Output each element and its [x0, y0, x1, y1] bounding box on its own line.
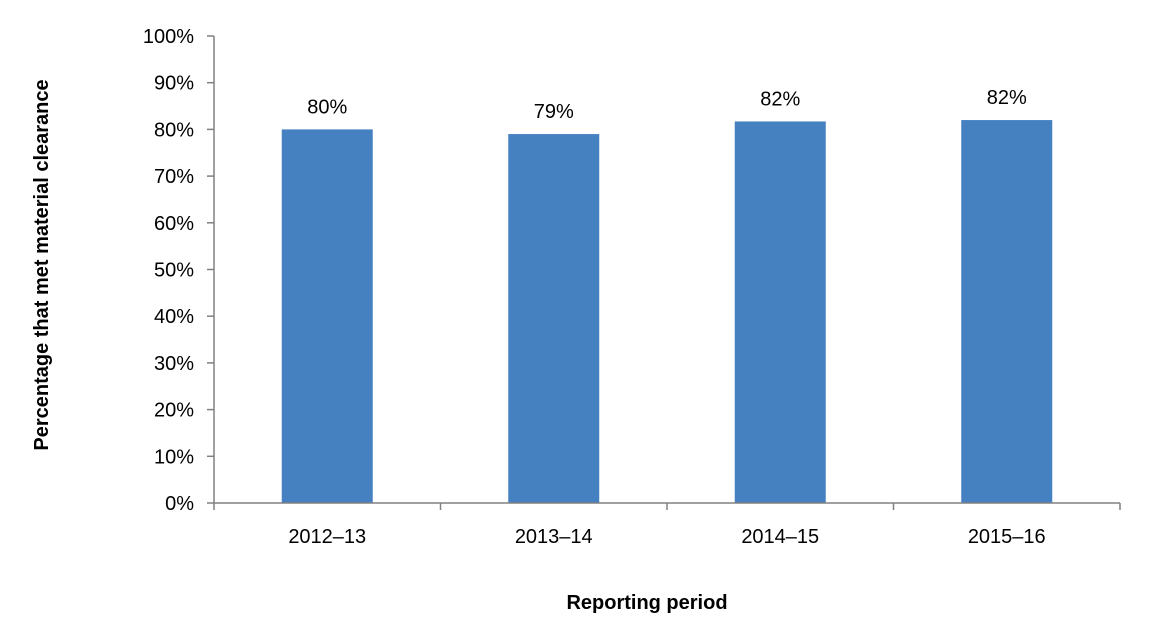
y-tick-label: 90%: [154, 73, 194, 95]
bar-series: [281, 120, 1053, 503]
y-tick-label: 50%: [154, 260, 194, 282]
y-tick-label: 40%: [154, 306, 194, 328]
y-tick-label: 80%: [154, 119, 194, 141]
bar: [281, 129, 373, 503]
y-tick-label: 100%: [143, 26, 194, 48]
x-axis-title: Reporting period: [566, 592, 727, 614]
bar-data-label: 80%: [307, 96, 347, 118]
bar: [734, 121, 826, 503]
x-axis-ticks: 2012–13 2013–14 2014–15 2015–16: [213, 503, 1121, 548]
data-labels: 80% 79% 82% 82%: [307, 87, 1027, 123]
y-tick-label: 0%: [165, 493, 194, 515]
y-tick-label: 10%: [154, 446, 194, 468]
bar-data-label: 82%: [760, 88, 800, 110]
y-axis-title: Percentage that met material clearance: [31, 79, 53, 450]
bar: [961, 120, 1053, 503]
y-tick-label: 20%: [154, 400, 194, 422]
y-tick-label: 70%: [154, 166, 194, 188]
y-axis-ticks: 0% 10% 20% 30% 40% 50% 60% 70% 80% 90% 100%: [143, 26, 214, 515]
bar: [508, 134, 600, 503]
x-tick-label: 2014–15: [741, 526, 819, 548]
bar-data-label: 79%: [534, 101, 574, 123]
bar-data-label: 82%: [987, 87, 1027, 109]
x-tick-label: 2013–14: [515, 526, 593, 548]
y-tick-label: 60%: [154, 213, 194, 235]
x-tick-label: 2012–13: [288, 526, 366, 548]
y-tick-label: 30%: [154, 353, 194, 375]
x-tick-label: 2015–16: [968, 526, 1046, 548]
